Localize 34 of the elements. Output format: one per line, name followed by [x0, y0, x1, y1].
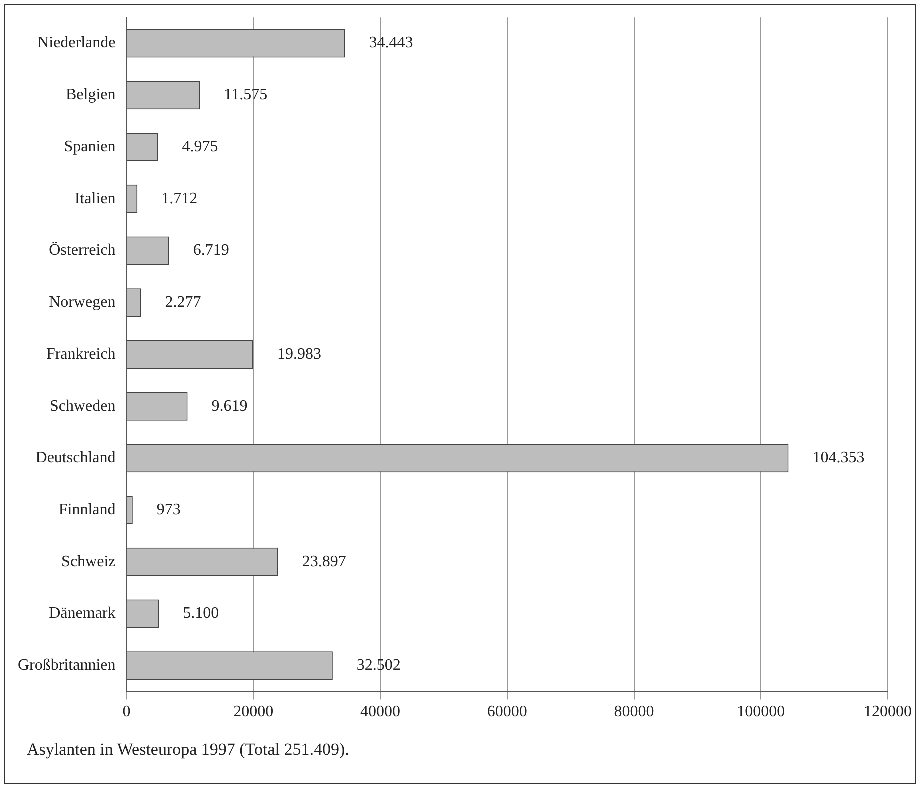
y-tick-label: Schweden — [50, 398, 116, 415]
data-label: 11.575 — [224, 86, 268, 104]
y-tick-label: Belgien — [66, 86, 116, 104]
y-tick-label: Dänemark — [49, 605, 116, 622]
y-tick-label: Norwegen — [49, 294, 116, 312]
data-label: 104.353 — [812, 450, 865, 467]
y-tick-label: Frankreich — [46, 346, 116, 363]
x-tick-label: 60000 — [487, 704, 528, 721]
y-tick-label: Italien — [74, 190, 116, 208]
data-label: 9.619 — [212, 398, 248, 415]
y-tick-label: Österreich — [49, 242, 116, 260]
y-tick-label: Finnland — [58, 501, 116, 518]
data-label: 32.502 — [356, 657, 401, 674]
data-label: 6.719 — [193, 242, 230, 260]
data-label: 23.897 — [302, 553, 346, 570]
text: Asylanten in Westeuropa 1997 (Total 251.409). — [27, 740, 350, 760]
x-tick-label: 120000 — [864, 704, 912, 721]
x-tick-label: 20000 — [234, 704, 274, 721]
y-tick-label: Schweiz — [62, 553, 116, 570]
data-label: 1.712 — [162, 190, 198, 208]
y-tick-label: Deutschland — [36, 450, 116, 467]
x-tick-label: 0 — [122, 704, 131, 721]
y-tick-label: Niederlande — [38, 34, 116, 52]
y-tick-label: Großbritannien — [18, 657, 116, 674]
x-tick-label: 80000 — [614, 704, 654, 721]
data-label: 973 — [156, 501, 181, 518]
data-label: 5.100 — [183, 605, 220, 622]
data-label: 34.443 — [369, 34, 414, 52]
data-label: 19.983 — [278, 346, 322, 363]
y-tick-label: Spanien — [64, 138, 116, 156]
x-tick-label: 40000 — [360, 704, 400, 721]
data-label: 2.277 — [165, 294, 202, 312]
data-label: 4.975 — [182, 138, 218, 156]
x-tick-label: 100000 — [737, 704, 786, 721]
